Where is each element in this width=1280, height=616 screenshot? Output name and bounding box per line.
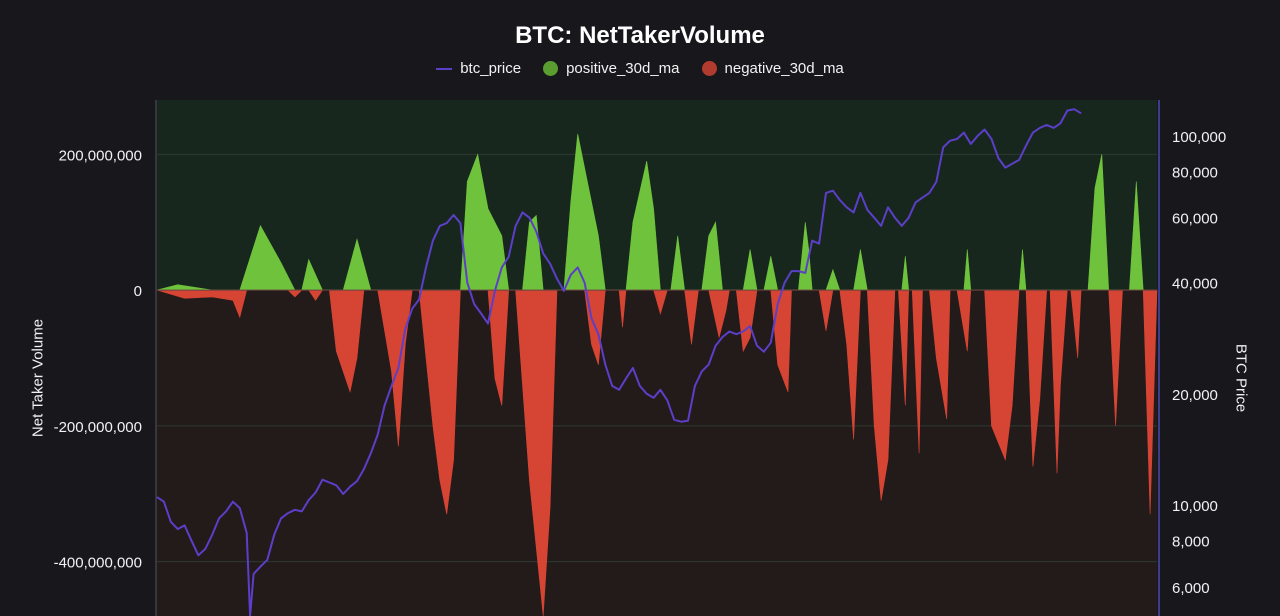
y2-tick-label: 80,000	[1172, 165, 1218, 182]
y2-tick-label: 8,000	[1172, 534, 1210, 551]
y2-tick-label: 100,000	[1172, 129, 1226, 146]
legend-item-negative[interactable]: negative_30d_ma	[701, 60, 844, 77]
y2-tick-label: 10,000	[1172, 498, 1218, 515]
legend-label-negative: negative_30d_ma	[724, 60, 844, 77]
legend-swatch-negative	[701, 61, 717, 76]
y-tick-label: 0	[134, 283, 142, 300]
legend-item-positive[interactable]: positive_30d_ma	[543, 60, 680, 77]
chart-legend: btc_price positive_30d_ma negative_30d_m…	[0, 60, 1280, 77]
y2-tick-label: 40,000	[1172, 276, 1218, 293]
legend-swatch-btc-price	[436, 67, 453, 70]
y-tick-label: -200,000,000	[54, 419, 142, 436]
legend-swatch-positive	[543, 61, 559, 76]
y2-tick-label: 6,000	[1172, 580, 1210, 597]
btc-price-line	[156, 108, 1082, 616]
legend-label-positive: positive_30d_ma	[566, 60, 680, 77]
chart-title: BTC: NetTakerVolume	[515, 22, 765, 49]
y-tick-label: -400,000,000	[54, 555, 142, 572]
legend-label-btc-price: btc_price	[460, 60, 522, 77]
legend-item-btc-price[interactable]: btc_price	[436, 60, 521, 77]
y-tick-label: 200,000,000	[59, 147, 142, 164]
y2-tick-label: 60,000	[1172, 211, 1218, 228]
y2-tick-label: 20,000	[1172, 387, 1218, 404]
